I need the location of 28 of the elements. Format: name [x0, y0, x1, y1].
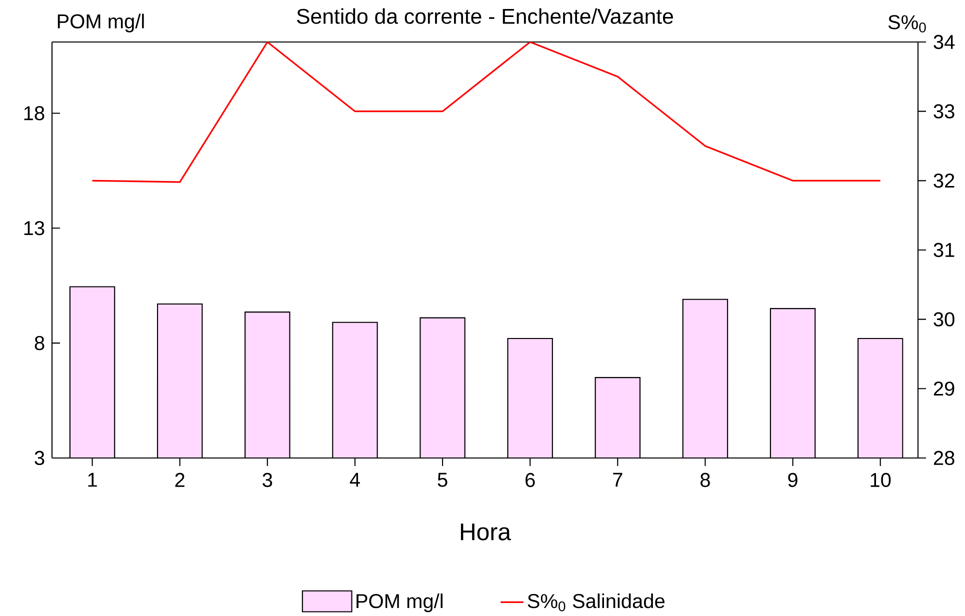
x-tick-label: 1	[88, 472, 97, 487]
x-axis-title: Hora	[460, 524, 511, 540]
y-tick-label: 13	[24, 221, 44, 236]
y-axis-title: POM mg/l	[58, 14, 144, 32]
x-tick-label: 4	[350, 472, 360, 487]
y2-tick-label: 30	[934, 312, 954, 326]
x-tick-label: 10	[870, 472, 891, 488]
line-series	[91, 42, 882, 183]
y-tick-label: 18	[24, 106, 44, 120]
y2-tick-label: 29	[934, 382, 954, 396]
x-tick-label: 3	[262, 472, 272, 488]
x-tick-label: 7	[613, 472, 622, 487]
legend-label: S%$_{0}$ Salinidade	[528, 593, 664, 612]
legend-label: POM mg/l	[356, 593, 442, 612]
y2-tick-label: 33	[934, 104, 954, 118]
x-tick-label: 9	[788, 472, 798, 488]
x-tick-label: 8	[700, 472, 710, 488]
y2-axis-title: S%$_{0}$	[888, 15, 926, 32]
chart-title: Sentido da corrente - Enchente/Vazante	[297, 8, 673, 24]
y2-tick-label: 34	[934, 34, 955, 50]
y-tick-label: 3	[34, 450, 44, 466]
y2-tick-label: 32	[934, 174, 954, 188]
y2-tick-label: 31	[934, 242, 954, 258]
x-tick-label: 6	[526, 472, 535, 488]
x-tick-label: 2	[175, 472, 184, 487]
x-tick-label: 5	[438, 472, 448, 487]
y2-tick-label: 28	[934, 450, 954, 466]
y-tick-label: 8	[34, 336, 44, 350]
